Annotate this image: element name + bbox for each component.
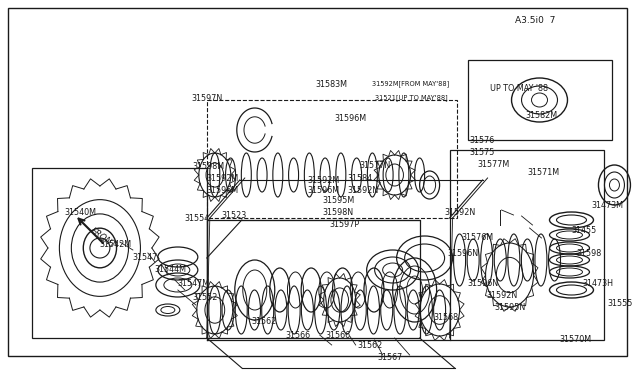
Bar (468, 60, 612, 140)
Text: 31562: 31562 (252, 317, 277, 327)
Text: 31568: 31568 (434, 312, 459, 321)
Text: 31592N: 31592N (445, 208, 476, 217)
Bar (207, 100, 456, 218)
Text: 31595N: 31595N (495, 304, 526, 312)
Text: 31583M: 31583M (316, 80, 348, 89)
Text: 31473H: 31473H (582, 279, 614, 289)
Text: 31597N: 31597N (192, 93, 223, 103)
Bar (449, 150, 604, 340)
Text: 31596M: 31596M (335, 113, 367, 122)
Text: 31562: 31562 (358, 340, 383, 350)
Text: 31598M: 31598M (193, 161, 225, 170)
Text: 31596N: 31596N (447, 250, 479, 259)
Text: A3.5i0  7: A3.5i0 7 (515, 16, 555, 25)
Text: 31566: 31566 (285, 330, 311, 340)
Text: 31567: 31567 (378, 353, 403, 362)
Text: 31547M: 31547M (178, 279, 210, 288)
Text: 31577M: 31577M (477, 160, 510, 169)
Text: 31592N: 31592N (348, 186, 379, 195)
Text: 31523: 31523 (222, 211, 247, 219)
Text: 31555: 31555 (607, 298, 633, 308)
Text: 31596M: 31596M (207, 186, 239, 195)
Text: 31575: 31575 (470, 148, 495, 157)
Text: 31544M: 31544M (155, 266, 187, 275)
Text: 31598N: 31598N (323, 208, 354, 217)
Text: 31542M: 31542M (100, 240, 132, 248)
Bar (207, 220, 420, 338)
Text: 31455: 31455 (572, 225, 596, 234)
Text: 31592M: 31592M (308, 176, 340, 185)
Text: 31592N: 31592N (486, 292, 518, 301)
Text: 31547: 31547 (133, 253, 158, 262)
Text: 31596N: 31596N (468, 279, 499, 288)
Text: 31540M: 31540M (64, 208, 96, 217)
Text: UP TO MAY '88: UP TO MAY '88 (490, 83, 548, 93)
Text: 31576: 31576 (470, 135, 495, 144)
Text: 31597P: 31597P (330, 219, 360, 228)
Text: 31570M: 31570M (559, 336, 591, 344)
Text: 31592M: 31592M (207, 173, 239, 183)
Text: 31554: 31554 (185, 214, 210, 222)
Text: 31595M: 31595M (323, 196, 355, 205)
Text: 31598: 31598 (577, 248, 602, 257)
Text: 31521[UP TO MAY'88]: 31521[UP TO MAY'88] (374, 94, 447, 102)
Text: FRONT: FRONT (88, 226, 117, 250)
Text: 31592M[FROM MAY'88]: 31592M[FROM MAY'88] (372, 81, 449, 87)
Text: 31552: 31552 (193, 292, 218, 301)
Text: 31571M: 31571M (527, 167, 559, 176)
Bar (32, 168, 207, 338)
Text: 31577N: 31577N (360, 160, 391, 170)
Text: 31584: 31584 (348, 173, 373, 183)
Text: 31582M: 31582M (525, 110, 557, 119)
Text: 31596M: 31596M (308, 186, 340, 195)
Text: 31566: 31566 (326, 330, 351, 340)
Text: 31473M: 31473M (591, 201, 623, 209)
Text: 31576M: 31576M (461, 232, 493, 241)
